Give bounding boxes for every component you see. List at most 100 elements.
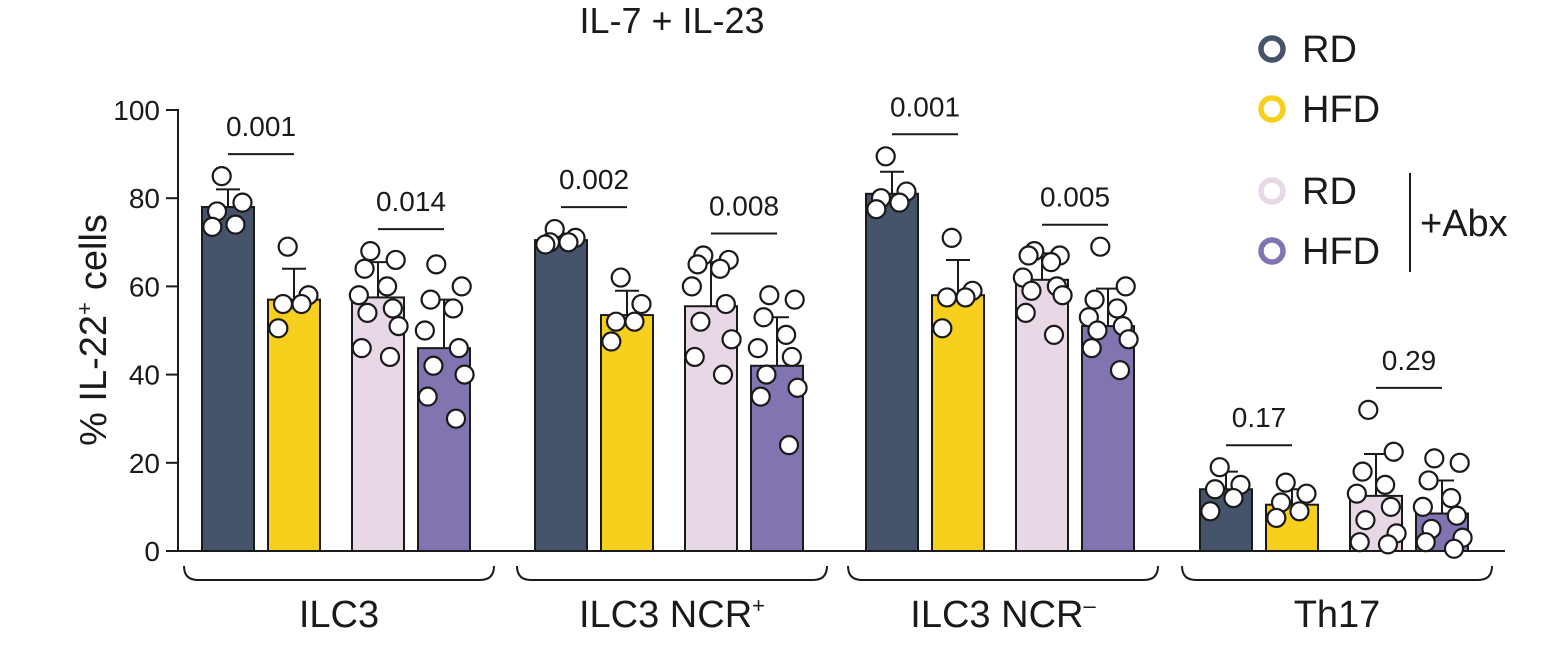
data-point — [681, 276, 702, 297]
bar — [201, 206, 255, 553]
data-point — [889, 192, 910, 213]
data-point — [232, 192, 253, 213]
y-axis-label: % IL-22+ cells — [72, 214, 115, 446]
y-tick-label: 40 — [129, 360, 160, 391]
group-label: ILC3 — [299, 594, 379, 636]
p-value-label: 0.002 — [559, 164, 629, 195]
data-point — [1052, 285, 1073, 306]
data-point — [1418, 470, 1439, 491]
data-point — [753, 307, 774, 328]
data-point — [1449, 452, 1470, 473]
data-point — [385, 249, 406, 271]
p-value-label: 0.001 — [890, 91, 960, 122]
legend-marker — [1258, 237, 1286, 265]
chart-title: IL-7 + IL-23 — [579, 0, 764, 41]
data-point — [756, 364, 777, 385]
data-point — [360, 241, 381, 262]
data-point — [932, 318, 953, 339]
p-value-label: 0.008 — [709, 191, 779, 222]
data-point — [377, 276, 398, 297]
data-point — [451, 276, 472, 297]
data-point — [1415, 532, 1436, 553]
data-point — [1349, 532, 1370, 553]
y-tick-label: 0 — [144, 536, 160, 567]
group-label: ILC3 NCR– — [910, 593, 1096, 636]
p-value-label: 0.014 — [376, 186, 446, 217]
legend-label: RD — [1302, 171, 1357, 213]
group-label: ILC3 NCR+ — [579, 593, 765, 636]
legend-bracket-label: +Abx — [1420, 203, 1508, 245]
data-point — [1412, 496, 1433, 517]
y-axis-label-superscript: + — [72, 302, 97, 315]
data-point — [610, 267, 631, 288]
legend-label: HFD — [1302, 89, 1380, 131]
data-point — [348, 285, 369, 306]
data-point — [1081, 338, 1102, 359]
data-point — [1118, 329, 1139, 350]
data-point — [448, 338, 469, 359]
y-tick-label: 20 — [129, 448, 160, 479]
data-point — [202, 216, 223, 237]
y-tick-label: 80 — [129, 183, 160, 214]
data-point — [354, 258, 375, 279]
data-point — [781, 346, 802, 368]
bar — [1081, 325, 1135, 552]
data-point — [382, 298, 403, 319]
data-point — [1115, 276, 1136, 297]
data-point — [1209, 457, 1230, 478]
data-point — [1380, 496, 1401, 517]
y-axis-label-suffix: cells — [73, 214, 115, 290]
group-label-superscript: + — [752, 593, 765, 618]
data-point — [1275, 472, 1296, 493]
p-value-label: 0.29 — [1382, 345, 1437, 376]
data-point — [1352, 461, 1373, 482]
data-point — [759, 285, 780, 306]
data-point — [417, 386, 438, 407]
data-point — [941, 227, 962, 248]
data-point — [936, 287, 958, 308]
data-point — [721, 329, 742, 350]
legend-marker — [1258, 177, 1286, 205]
data-point — [1355, 510, 1376, 531]
data-point — [601, 331, 622, 352]
bar — [865, 192, 919, 552]
data-point — [605, 311, 627, 332]
data-point — [1200, 501, 1221, 522]
y-axis: 0 20 40 60 80 100 — [113, 95, 179, 567]
group-label-text: ILC3 NCR — [579, 594, 752, 636]
data-point — [443, 298, 464, 319]
data-points — [202, 146, 1473, 559]
data-point — [624, 311, 645, 332]
legend-marker — [1258, 35, 1286, 63]
data-point — [1087, 320, 1108, 341]
data-point — [268, 318, 289, 339]
data-point — [715, 293, 736, 315]
data-point — [291, 293, 312, 315]
data-point — [1223, 487, 1244, 509]
data-point — [690, 311, 711, 332]
p-value-label: 0.005 — [1040, 182, 1110, 213]
group-labels: ILC3 ILC3 NCR+ ILC3 NCR– Th17 — [183, 565, 1493, 636]
data-point — [1383, 441, 1404, 462]
group-label: Th17 — [1294, 594, 1381, 636]
p-value-label: 0.17 — [1232, 402, 1287, 433]
data-point — [1090, 236, 1111, 257]
data-point — [1018, 245, 1039, 266]
data-point — [272, 293, 294, 315]
data-point — [225, 214, 246, 235]
significance-annotations: 0.001 0.014 0.002 0.008 0.001 0.005 0.17 0.29 — [226, 91, 1442, 447]
data-point — [388, 315, 409, 337]
data-point — [778, 435, 800, 456]
y-axis-label-prefix: % IL-22 — [73, 315, 115, 446]
data-point — [1446, 505, 1467, 526]
data-point — [866, 199, 887, 220]
group-brace — [847, 565, 1159, 581]
data-point — [750, 386, 771, 407]
y-tick-label: 60 — [129, 271, 160, 302]
data-point — [1107, 298, 1128, 319]
data-point — [211, 166, 232, 187]
legend: RD HFD RD HFD +Abx — [1258, 29, 1508, 273]
data-point — [535, 234, 556, 255]
data-point — [357, 302, 378, 323]
